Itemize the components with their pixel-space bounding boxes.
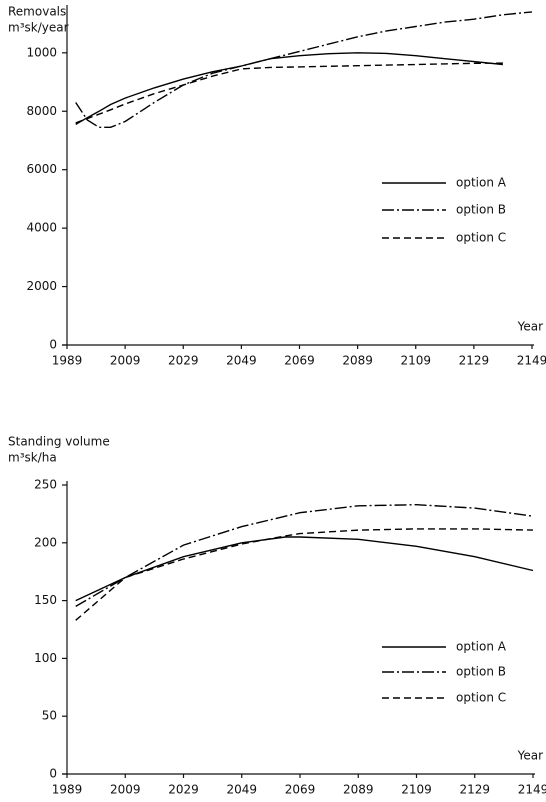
series-line xyxy=(75,62,503,124)
y-tick-label: 150 xyxy=(34,593,57,607)
x-tick-label: 2069 xyxy=(284,354,315,368)
legend-label: option B xyxy=(456,665,506,679)
legend-label: option B xyxy=(456,203,506,217)
x-tick-label: 2089 xyxy=(342,354,373,368)
x-tick-label: 2129 xyxy=(459,783,490,797)
y-tick-label: 200 xyxy=(34,535,57,549)
chart-title: Standing volume xyxy=(8,435,110,449)
legend-label: option C xyxy=(456,231,506,245)
x-tick-label: 2069 xyxy=(285,783,316,797)
x-axis-label: Year xyxy=(517,320,543,334)
x-tick-label: 2149 xyxy=(517,354,546,368)
y-tick-label: 8000 xyxy=(26,104,57,118)
x-tick-label: 2129 xyxy=(459,354,490,368)
x-tick-label: 2109 xyxy=(401,783,432,797)
y-tick-label: 250 xyxy=(34,478,57,492)
x-tick-label: 2029 xyxy=(168,354,199,368)
y-tick-label: 100 xyxy=(34,651,57,665)
x-tick-label: 2049 xyxy=(226,783,257,797)
y-tick-label: 0 xyxy=(49,338,57,352)
x-tick-label: 2009 xyxy=(110,354,141,368)
y-tick-label: 0 xyxy=(49,767,57,781)
y-tick-label: 4000 xyxy=(26,221,57,235)
x-tick-label: 2089 xyxy=(343,783,374,797)
series-line xyxy=(75,528,534,621)
y-axis-label: m³sk/ha xyxy=(8,451,57,465)
x-tick-label: 2109 xyxy=(400,354,431,368)
x-tick-label: 2009 xyxy=(110,783,141,797)
chart-title: Removals xyxy=(8,5,66,19)
series-line xyxy=(75,52,503,126)
series-line xyxy=(75,536,534,602)
legend-label: option A xyxy=(456,176,507,190)
x-axis-label: Year xyxy=(517,749,543,763)
x-tick-label: 2029 xyxy=(168,783,199,797)
x-tick-label: 2149 xyxy=(518,783,546,797)
series-line xyxy=(75,11,533,128)
y-tick-label: 6000 xyxy=(26,162,57,176)
y-tick-label: 1000 xyxy=(26,45,57,59)
x-tick-label: 1989 xyxy=(52,783,83,797)
y-tick-label: 50 xyxy=(42,709,57,723)
legend-label: option A xyxy=(456,640,507,654)
x-tick-label: 2049 xyxy=(226,354,257,368)
legend-label: option C xyxy=(456,691,506,705)
series-line xyxy=(75,503,534,608)
y-tick-label: 2000 xyxy=(26,279,57,293)
x-tick-label: 1989 xyxy=(52,354,83,368)
y-axis-label: m³sk/year xyxy=(8,21,69,35)
